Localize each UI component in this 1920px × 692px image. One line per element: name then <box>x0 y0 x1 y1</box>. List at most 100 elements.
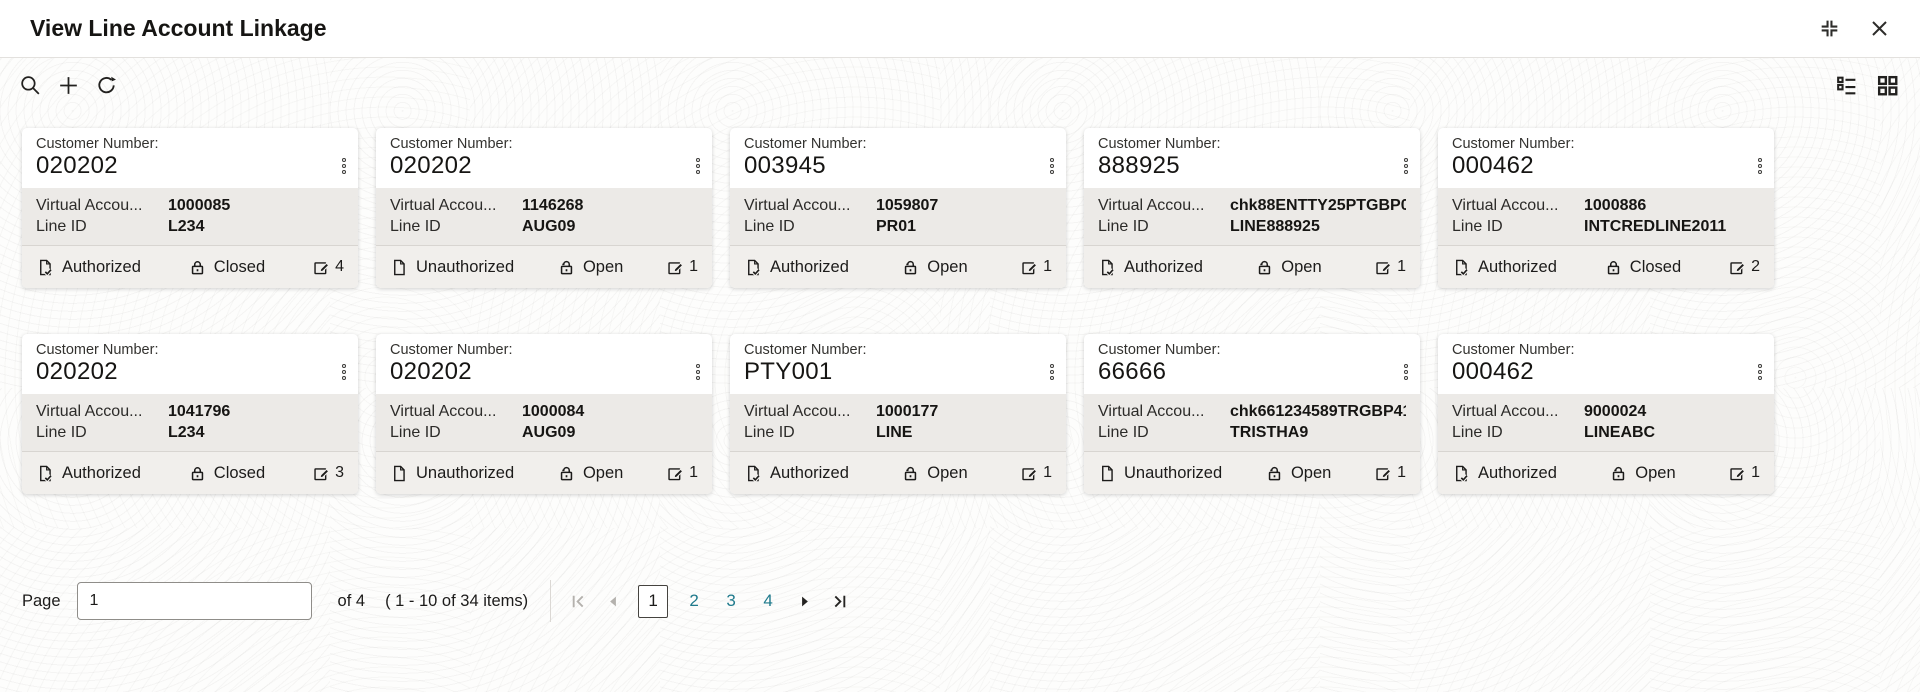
document-status-icon <box>1102 259 1115 277</box>
document-status-icon <box>1456 259 1469 277</box>
open-closed-status: Closed <box>188 258 265 277</box>
first-page-icon[interactable] <box>565 588 591 614</box>
card-body: Virtual Accou... 1000084 Line ID AUG09 <box>376 394 712 451</box>
open-closed-status: Open <box>901 463 968 483</box>
kebab-menu-icon[interactable] <box>696 158 700 175</box>
search-icon[interactable] <box>18 73 43 98</box>
page-number-3[interactable]: 3 <box>717 591 745 611</box>
page-number-2[interactable]: 2 <box>680 591 708 611</box>
card-body: Virtual Accou... 1000085 Line ID L234 <box>22 188 358 245</box>
last-page-icon[interactable] <box>826 588 852 614</box>
line-id-value: AUG09 <box>522 424 576 441</box>
account-card[interactable]: Customer Number: 020202 Virtual Accou...… <box>376 334 712 494</box>
add-icon[interactable] <box>56 73 81 98</box>
line-id-value: L234 <box>168 424 205 441</box>
card-body: Virtual Accou... chk661234589TRGBP416 Li… <box>1084 394 1420 451</box>
kebab-menu-icon[interactable] <box>1758 158 1762 175</box>
list-view-icon[interactable] <box>1834 73 1859 98</box>
edit-count-value: 1 <box>1751 464 1760 481</box>
account-card[interactable]: Customer Number: 000462 Virtual Accou...… <box>1438 128 1774 288</box>
account-card[interactable]: Customer Number: 020202 Virtual Accou...… <box>22 334 358 494</box>
edit-count-icon <box>668 467 684 480</box>
customer-number-value: 003945 <box>744 152 826 179</box>
edit-count: 1 <box>1374 464 1406 483</box>
edit-count-icon <box>314 261 330 274</box>
document-status-icon <box>394 465 405 481</box>
collapse-icon[interactable] <box>1818 17 1841 40</box>
customer-number-label: Customer Number: <box>1098 342 1221 358</box>
kebab-menu-icon[interactable] <box>1404 158 1408 175</box>
lock-status-label: Closed <box>213 463 266 482</box>
authorization-status: Unauthorized <box>1098 464 1222 483</box>
virtual-account-label: Virtual Accou... <box>36 403 143 420</box>
virtual-account-label: Virtual Accou... <box>36 197 143 214</box>
edit-count: 1 <box>666 258 698 277</box>
customer-number-label: Customer Number: <box>36 136 159 152</box>
kebab-menu-icon[interactable] <box>1050 158 1054 175</box>
customer-number-value: 000462 <box>1452 152 1534 179</box>
lock-status-label: Open <box>582 257 624 276</box>
edit-count: 1 <box>1374 258 1406 277</box>
customer-number-label: Customer Number: <box>1452 342 1575 358</box>
account-card[interactable]: Customer Number: 020202 Virtual Accou...… <box>376 128 712 288</box>
close-icon[interactable] <box>1869 18 1890 39</box>
kebab-menu-icon[interactable] <box>1404 364 1408 381</box>
virtual-account-label: Virtual Accou... <box>390 197 497 214</box>
page-number-current[interactable]: 1 <box>638 584 669 618</box>
authorization-status: Unauthorized <box>390 258 514 277</box>
authorization-status: Authorized <box>36 464 141 483</box>
items-range-text: ( 1 - 10 of 34 items) <box>385 591 529 610</box>
lock-status-icon <box>191 466 203 480</box>
card-body: Virtual Accou... 9000024 Line ID LINEABC <box>1438 394 1774 451</box>
pager-controls: 1 2 3 4 <box>565 584 852 618</box>
edit-count-value: 1 <box>1043 258 1052 275</box>
window-controls <box>1818 17 1890 40</box>
open-closed-status: Open <box>1265 464 1331 483</box>
line-id-label: Line ID <box>1098 424 1149 441</box>
card-header: Customer Number: 000462 <box>1438 334 1774 394</box>
toolbar <box>0 58 1920 98</box>
kebab-menu-icon[interactable] <box>342 364 346 381</box>
customer-number-value: 020202 <box>390 358 472 385</box>
lock-status-icon <box>1259 260 1271 274</box>
line-id-label: Line ID <box>744 218 795 235</box>
pagination: Page of 4 ( 1 - 10 of 34 items) 1 2 3 <box>22 580 1920 622</box>
account-card[interactable]: Customer Number: 020202 Virtual Accou...… <box>22 128 358 288</box>
card-body: Virtual Accou... 1146268 Line ID AUG09 <box>376 188 712 245</box>
page-number-4[interactable]: 4 <box>754 591 782 611</box>
previous-page-icon[interactable] <box>600 588 626 614</box>
account-card[interactable]: Customer Number: PTY001 Virtual Accou...… <box>730 334 1066 494</box>
lock-status-icon <box>1607 260 1619 274</box>
edit-count: 1 <box>666 464 698 483</box>
document-status-icon <box>40 465 53 483</box>
virtual-account-label: Virtual Accou... <box>1452 197 1559 214</box>
edit-count-icon <box>1022 467 1038 480</box>
authorization-label: Authorized <box>62 463 141 482</box>
card-header: Customer Number: 020202 <box>22 128 358 188</box>
lock-status-label: Open <box>927 463 968 482</box>
line-id-label: Line ID <box>390 218 441 235</box>
refresh-icon[interactable] <box>94 73 119 98</box>
document-status-icon <box>1102 465 1113 481</box>
next-page-icon[interactable] <box>791 588 817 614</box>
virtual-account-value: 9000024 <box>1584 403 1647 420</box>
customer-number-value: 020202 <box>390 152 472 179</box>
account-card[interactable]: Customer Number: 888925 Virtual Accou...… <box>1084 128 1420 288</box>
open-closed-status: Open <box>901 258 968 277</box>
virtual-account-label: Virtual Accou... <box>1098 197 1205 214</box>
document-status-icon <box>748 465 761 483</box>
authorization-status: Authorized <box>744 258 849 277</box>
kebab-menu-icon[interactable] <box>342 158 346 175</box>
grid-view-icon[interactable] <box>1875 73 1900 98</box>
edit-count-value: 1 <box>1043 464 1052 481</box>
account-card[interactable]: Customer Number: 000462 Virtual Accou...… <box>1438 334 1774 494</box>
kebab-menu-icon[interactable] <box>1758 364 1762 381</box>
account-card[interactable]: Customer Number: 003945 Virtual Accou...… <box>730 128 1066 288</box>
authorization-label: Unauthorized <box>416 257 515 276</box>
page-input[interactable] <box>76 582 312 620</box>
edit-count-icon <box>314 467 330 480</box>
kebab-menu-icon[interactable] <box>696 364 700 381</box>
account-card[interactable]: Customer Number: 66666 Virtual Accou... … <box>1084 334 1420 494</box>
titlebar: View Line Account Linkage <box>0 0 1920 58</box>
kebab-menu-icon[interactable] <box>1050 364 1054 381</box>
